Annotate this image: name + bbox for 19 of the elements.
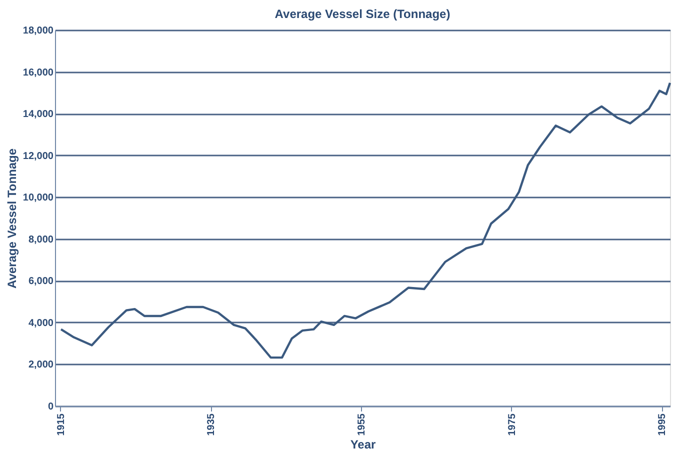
- y-tick-label: 0: [48, 402, 54, 412]
- chart-title: Average Vessel Size (Tonnage): [274, 7, 450, 21]
- x-tick-label: 1995: [657, 413, 668, 436]
- y-tick-label: 14,000: [22, 109, 54, 120]
- y-tick-label: 18,000: [22, 26, 54, 36]
- x-tick-label: 1935: [206, 413, 218, 436]
- y-axis-title: Average Vessel Tonnage: [4, 148, 19, 289]
- y-tick-label: 2,000: [28, 360, 54, 371]
- x-axis-title: Year: [350, 438, 376, 452]
- line-series: [60, 82, 672, 359]
- x-tick-label: 1955: [356, 413, 368, 436]
- y-tick-label: 6,000: [28, 276, 54, 288]
- y-tick-label: 12,000: [22, 150, 54, 162]
- y-tick-label: 4,000: [28, 318, 54, 329]
- y-tick-label: 10,000: [22, 192, 54, 204]
- y-tick-label: 8,000: [28, 234, 54, 246]
- x-tick-label: 1915: [56, 413, 67, 436]
- y-tick-label: 16,000: [22, 67, 54, 78]
- x-tick-label: 1975: [506, 413, 518, 436]
